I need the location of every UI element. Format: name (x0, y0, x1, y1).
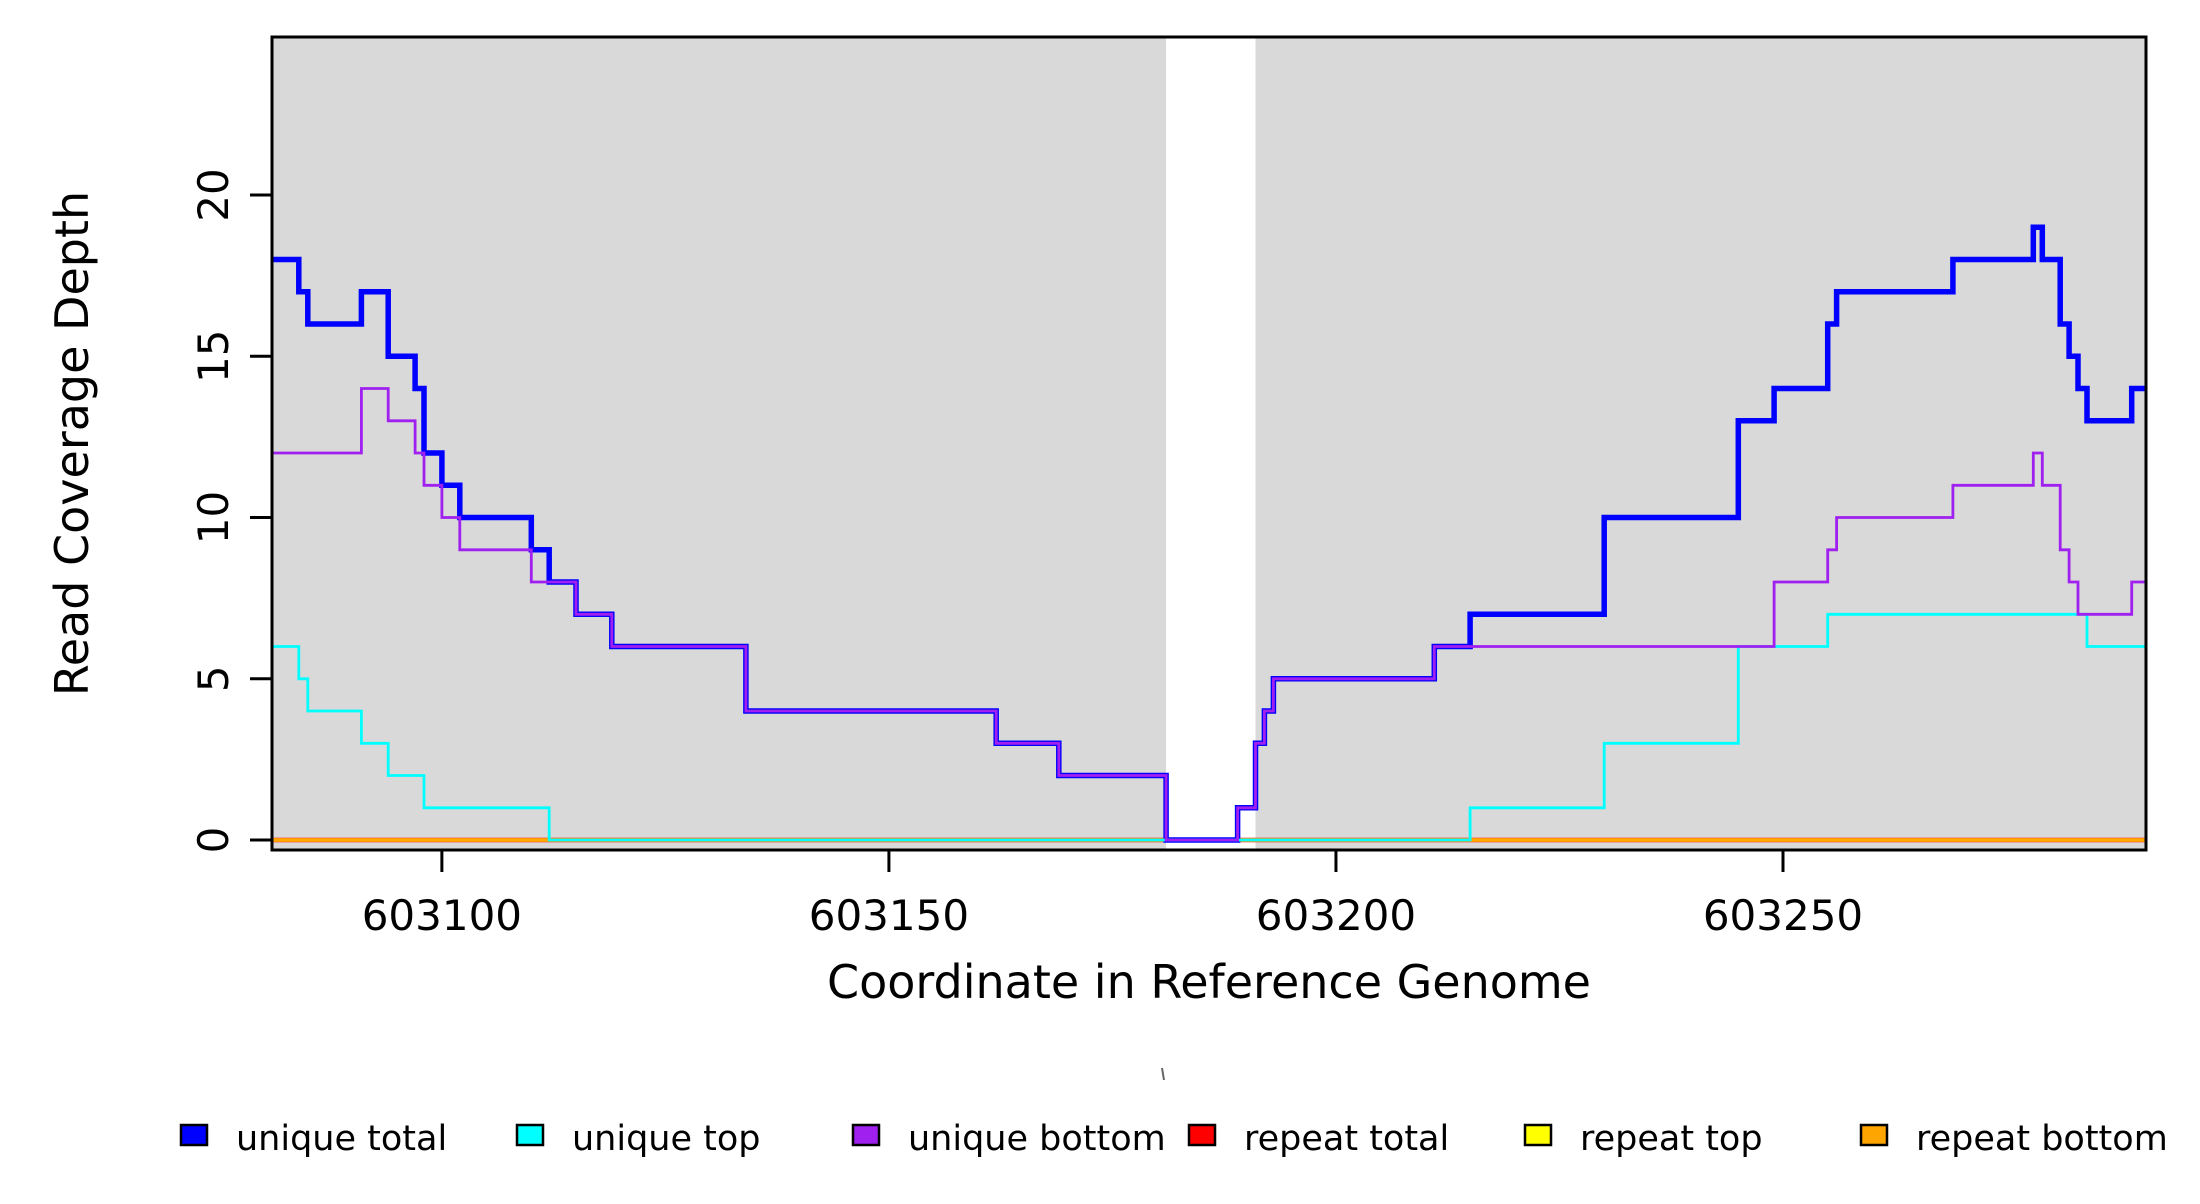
x-tick-label: 603200 (1256, 891, 1416, 940)
y-tick-label: 0 (189, 827, 238, 854)
y-tick-label: 20 (189, 168, 238, 221)
series-unique-bottom (272, 387, 2146, 842)
plot-frame (270, 35, 2148, 852)
x-tick-label: 603250 (1703, 891, 1863, 940)
legend-swatch-repeat-bottom (1859, 1123, 1889, 1147)
legend-swatch-repeat-total (1187, 1123, 1217, 1147)
x-axis: 603100 603150 603200 603250 (362, 850, 1863, 940)
legend: unique total unique top unique bottom repea… (179, 1119, 2168, 1159)
legend-label-repeat-top: repeat top (1580, 1119, 1763, 1159)
legend-label-repeat-bottom: repeat bottom (1916, 1119, 2168, 1159)
legend-label-unique-total: unique total (236, 1119, 447, 1159)
x-tick-label: 603150 (809, 891, 969, 940)
stray-mark (1161, 1067, 1165, 1081)
legend-label-unique-bottom: unique bottom (908, 1119, 1166, 1159)
shaded-region-1 (272, 37, 1167, 850)
legend-swatch-repeat-top (1523, 1123, 1553, 1147)
legend-swatch-unique-bottom (851, 1123, 881, 1147)
axis-titles: Coordinate in Reference Genome Read Cover… (45, 191, 1591, 1009)
y-tick-label: 5 (189, 665, 238, 692)
legend-label-unique-top: unique top (572, 1119, 761, 1159)
y-axis: 0 5 10 15 20 (189, 168, 272, 853)
y-axis-title: Read Coverage Depth (45, 191, 99, 696)
plot-border (270, 35, 2148, 852)
decorations (1161, 1067, 1165, 1081)
series-unique-top (272, 612, 2146, 842)
series-lines (272, 224, 2146, 843)
y-tick-label: 15 (189, 330, 238, 383)
shaded-region-2 (1255, 37, 2146, 850)
highlight-regions (272, 37, 2146, 850)
x-axis-title: Coordinate in Reference Genome (827, 955, 1591, 1009)
legend-swatch-unique-top (515, 1123, 545, 1147)
legend-swatch-unique-total (179, 1123, 209, 1147)
x-tick-label: 603100 (362, 891, 522, 940)
y-tick-label: 10 (189, 491, 238, 544)
legend-label-repeat-total: repeat total (1244, 1119, 1449, 1159)
